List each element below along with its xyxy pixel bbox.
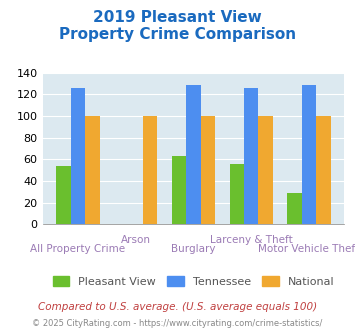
Bar xyxy=(186,84,201,224)
Text: © 2025 CityRating.com - https://www.cityrating.com/crime-statistics/: © 2025 CityRating.com - https://www.city… xyxy=(32,319,323,328)
Text: Compared to U.S. average. (U.S. average equals 100): Compared to U.S. average. (U.S. average … xyxy=(38,302,317,312)
Bar xyxy=(71,88,85,224)
Text: All Property Crime: All Property Crime xyxy=(31,244,126,254)
Bar xyxy=(85,116,100,224)
Text: Burglary: Burglary xyxy=(171,244,216,254)
Bar xyxy=(316,116,331,224)
Bar xyxy=(302,84,316,224)
Bar xyxy=(56,166,71,224)
Text: 2019 Pleasant View
Property Crime Comparison: 2019 Pleasant View Property Crime Compar… xyxy=(59,10,296,42)
Bar xyxy=(230,164,244,224)
Bar xyxy=(244,88,258,224)
Bar xyxy=(143,116,157,224)
Text: Larceny & Theft: Larceny & Theft xyxy=(210,235,293,245)
Bar xyxy=(287,193,302,224)
Bar xyxy=(201,116,215,224)
Bar xyxy=(172,156,186,224)
Bar xyxy=(258,116,273,224)
Text: Arson: Arson xyxy=(121,235,151,245)
Text: Motor Vehicle Theft: Motor Vehicle Theft xyxy=(258,244,355,254)
Legend: Pleasant View, Tennessee, National: Pleasant View, Tennessee, National xyxy=(48,272,339,292)
